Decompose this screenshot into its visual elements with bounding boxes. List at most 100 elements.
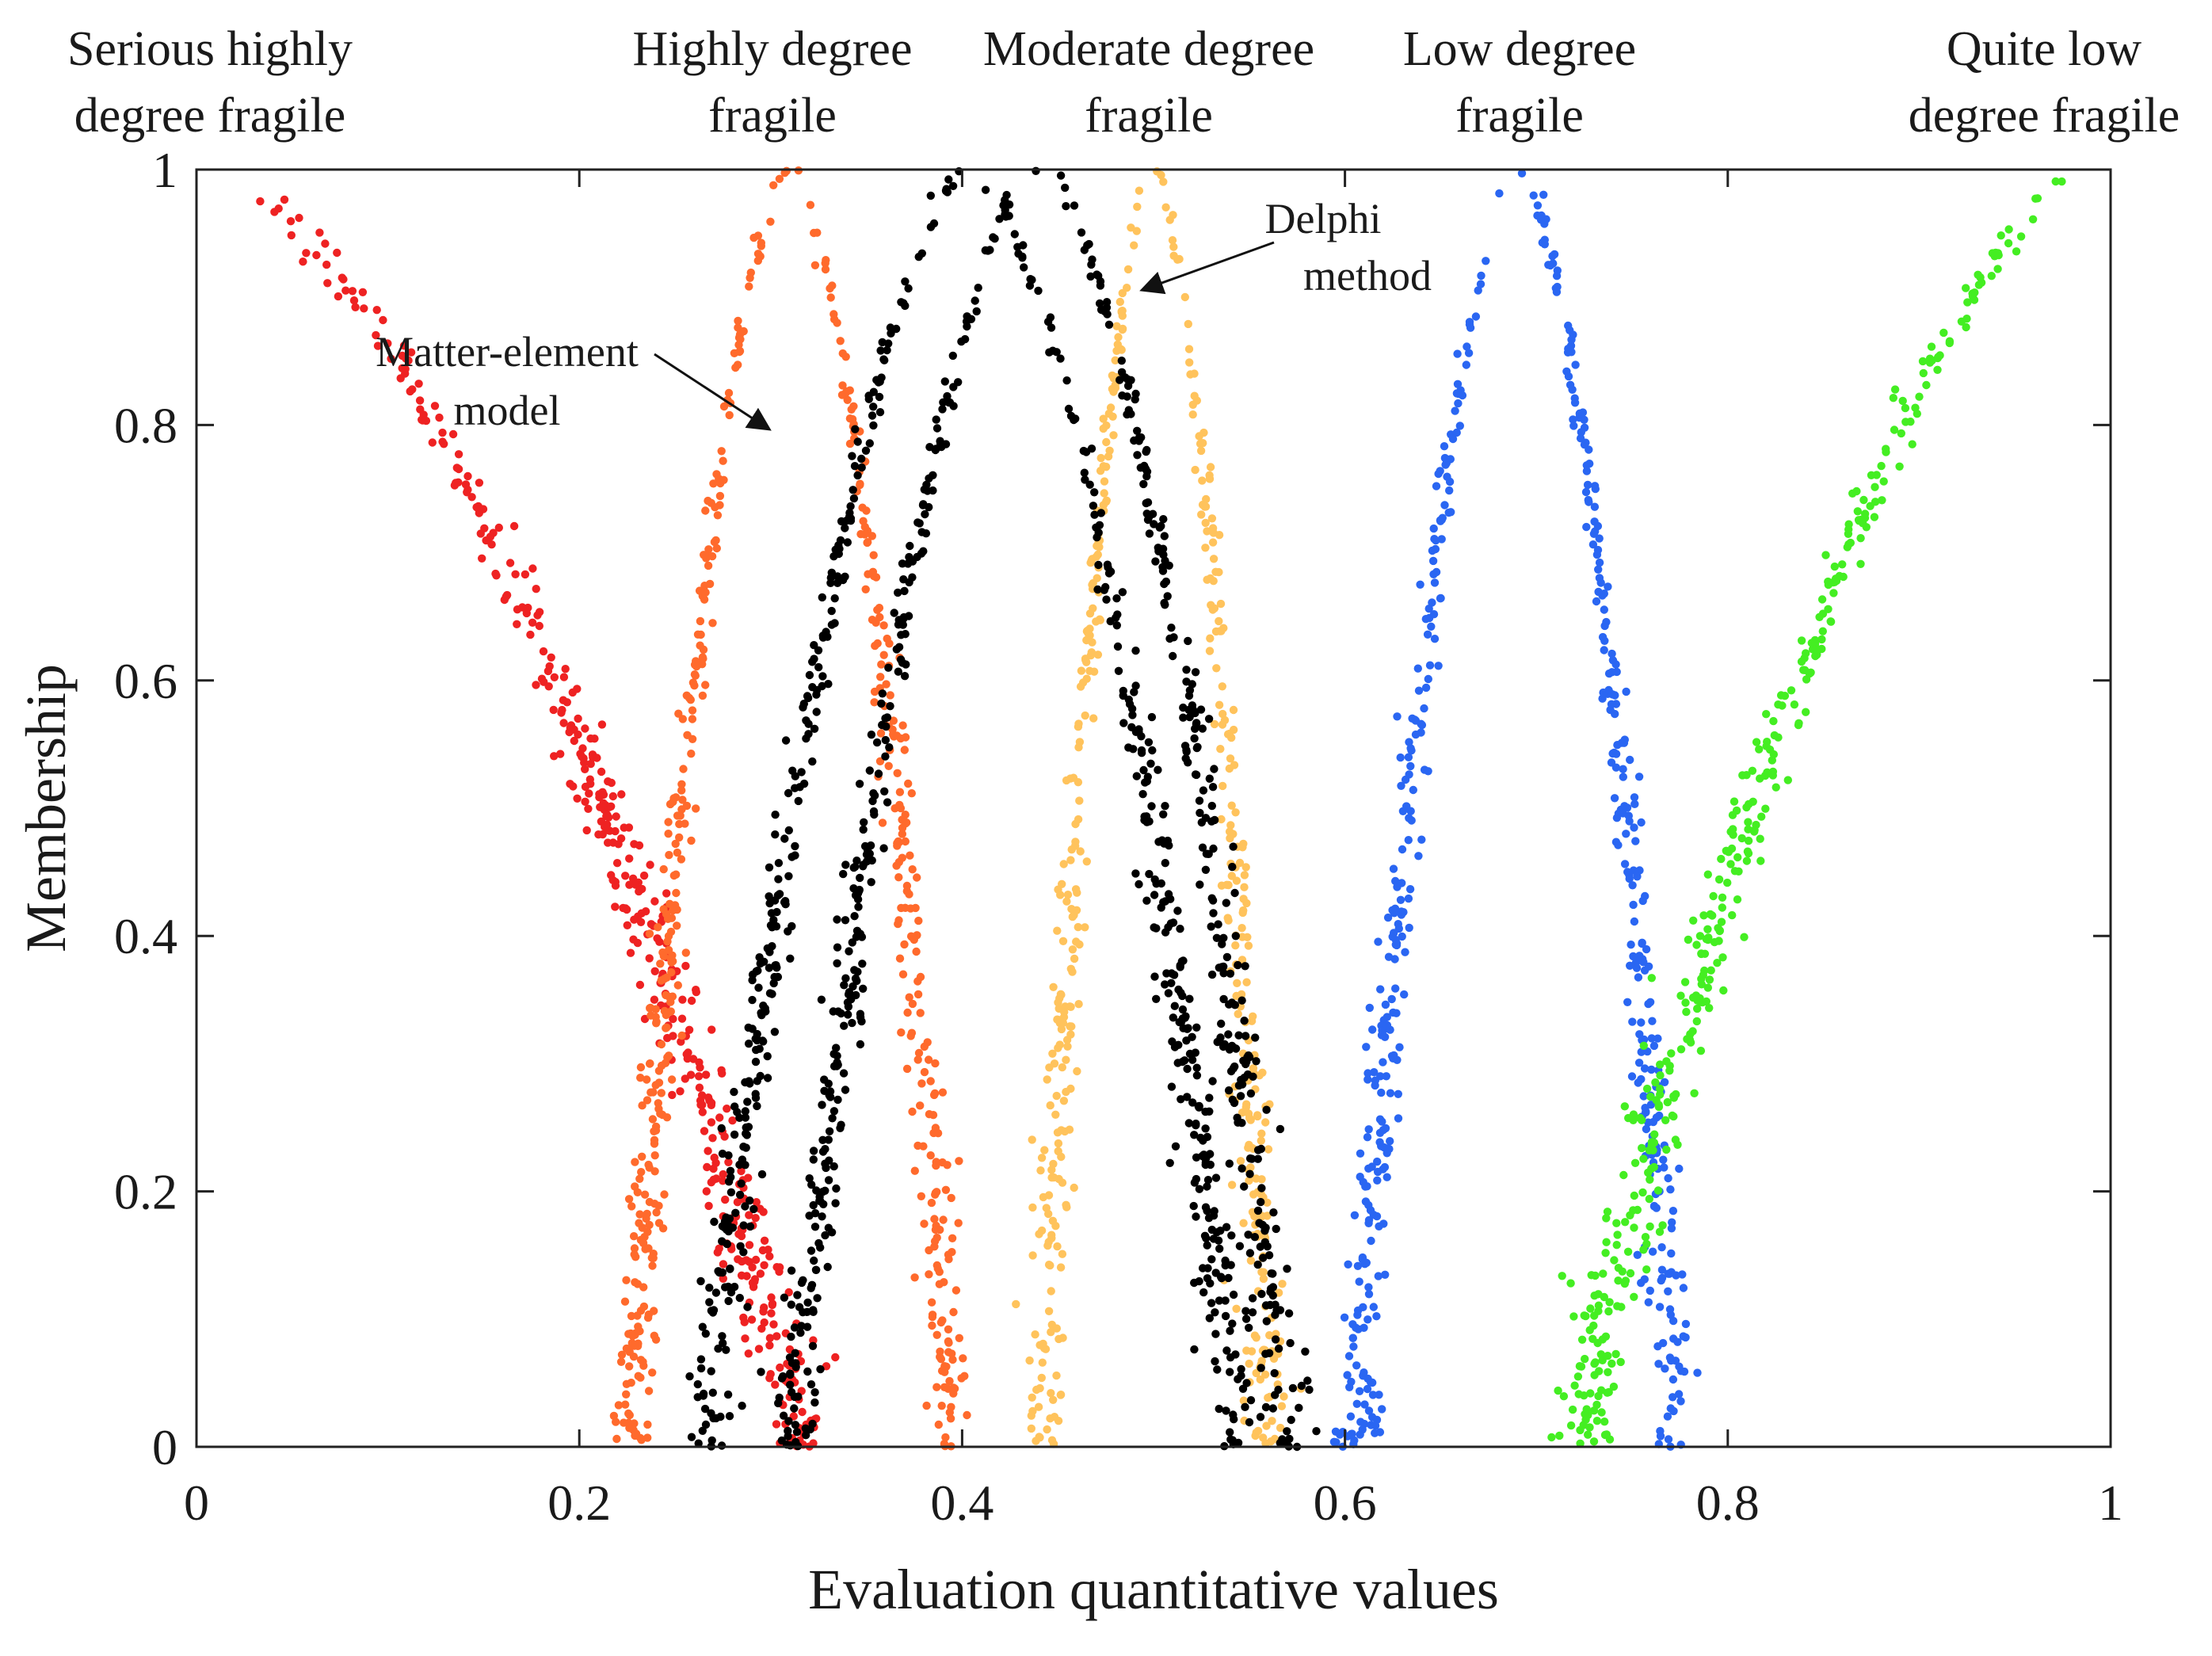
data-point — [742, 1143, 750, 1152]
data-point — [1054, 1139, 1063, 1148]
data-point — [1756, 857, 1765, 865]
data-point — [383, 339, 392, 348]
data-point — [673, 921, 681, 930]
data-point — [1993, 249, 2003, 258]
data-point — [882, 680, 891, 689]
data-point — [1660, 1078, 1669, 1087]
data-point — [727, 1188, 736, 1197]
data-point — [1188, 400, 1198, 409]
data-point — [697, 1091, 707, 1100]
data-point — [1571, 361, 1580, 369]
data-point — [650, 897, 659, 906]
data-point — [1369, 1303, 1379, 1311]
data-point — [1922, 380, 1931, 390]
data-point — [944, 1255, 953, 1264]
data-point — [1165, 1158, 1174, 1168]
data-point — [1241, 1032, 1250, 1040]
data-point — [1207, 801, 1217, 811]
data-point — [1963, 298, 1972, 307]
data-point — [666, 1007, 675, 1016]
data-point — [1476, 280, 1485, 288]
data-point — [700, 1404, 710, 1414]
data-point — [826, 293, 835, 302]
data-point — [1569, 1312, 1578, 1321]
data-point — [895, 954, 905, 963]
data-point — [1150, 891, 1159, 899]
data-point — [1167, 1082, 1177, 1091]
data-point — [1226, 834, 1234, 843]
data-point — [944, 398, 953, 407]
data-point — [677, 1031, 686, 1040]
data-point — [1215, 531, 1224, 540]
data-point — [1045, 348, 1054, 357]
data-point — [1589, 1406, 1599, 1415]
data-point — [656, 960, 665, 968]
data-point — [913, 990, 923, 999]
data-point — [1190, 391, 1199, 400]
data-point — [715, 501, 724, 509]
data-point — [1428, 598, 1436, 607]
data-point — [1074, 922, 1083, 932]
data-point — [742, 1272, 751, 1280]
data-point — [756, 959, 765, 968]
data-point — [1253, 1206, 1263, 1215]
data-point — [1013, 242, 1022, 251]
data-point — [773, 972, 783, 982]
data-point — [1352, 1399, 1362, 1409]
data-point — [1648, 1017, 1657, 1025]
data-point — [1161, 859, 1170, 868]
data-point — [1611, 1349, 1620, 1359]
data-point — [616, 1357, 626, 1367]
data-point — [620, 1297, 630, 1306]
data-point — [1688, 993, 1698, 1002]
data-point — [1657, 1265, 1667, 1274]
data-point — [690, 670, 700, 679]
data-point — [1142, 776, 1152, 786]
data-point — [925, 443, 934, 452]
data-point — [1653, 1186, 1663, 1195]
data-point — [1245, 1323, 1253, 1333]
data-point — [744, 1123, 753, 1131]
data-point — [833, 1058, 841, 1067]
data-point — [1434, 469, 1443, 479]
data-point — [625, 1362, 634, 1371]
data-point — [879, 844, 888, 853]
data-point — [1231, 941, 1240, 950]
data-point — [673, 981, 682, 990]
data-point — [750, 1275, 760, 1284]
data-point — [1597, 1408, 1606, 1417]
data-point — [1034, 286, 1043, 296]
data-point — [841, 524, 849, 532]
data-point — [1918, 357, 1928, 366]
data-point — [1261, 1402, 1271, 1412]
data-point — [1238, 1164, 1246, 1173]
data-point — [1761, 804, 1770, 813]
data-point — [760, 1318, 768, 1327]
data-point — [1231, 808, 1240, 817]
data-point — [1740, 933, 1749, 941]
data-point — [1762, 710, 1771, 719]
data-point — [1212, 933, 1222, 943]
data-point — [1208, 1077, 1217, 1086]
data-point — [710, 1217, 719, 1227]
data-point — [1368, 1025, 1377, 1034]
data-point — [1062, 1055, 1070, 1064]
data-point — [1195, 1185, 1204, 1193]
data-point — [1608, 1359, 1616, 1368]
data-point — [666, 927, 676, 937]
data-point — [726, 1264, 734, 1273]
data-point — [1962, 284, 1970, 292]
data-point — [784, 872, 793, 881]
data-point — [769, 979, 778, 988]
data-point — [1993, 265, 2002, 273]
data-point — [1271, 1311, 1280, 1319]
data-point — [944, 175, 953, 184]
data-point — [855, 887, 864, 895]
data-point — [724, 1158, 733, 1167]
data-point — [809, 228, 818, 238]
data-point — [707, 551, 717, 561]
data-point — [627, 1202, 636, 1211]
data-point — [1249, 1072, 1257, 1082]
data-point — [1424, 674, 1433, 684]
data-point — [898, 830, 907, 838]
